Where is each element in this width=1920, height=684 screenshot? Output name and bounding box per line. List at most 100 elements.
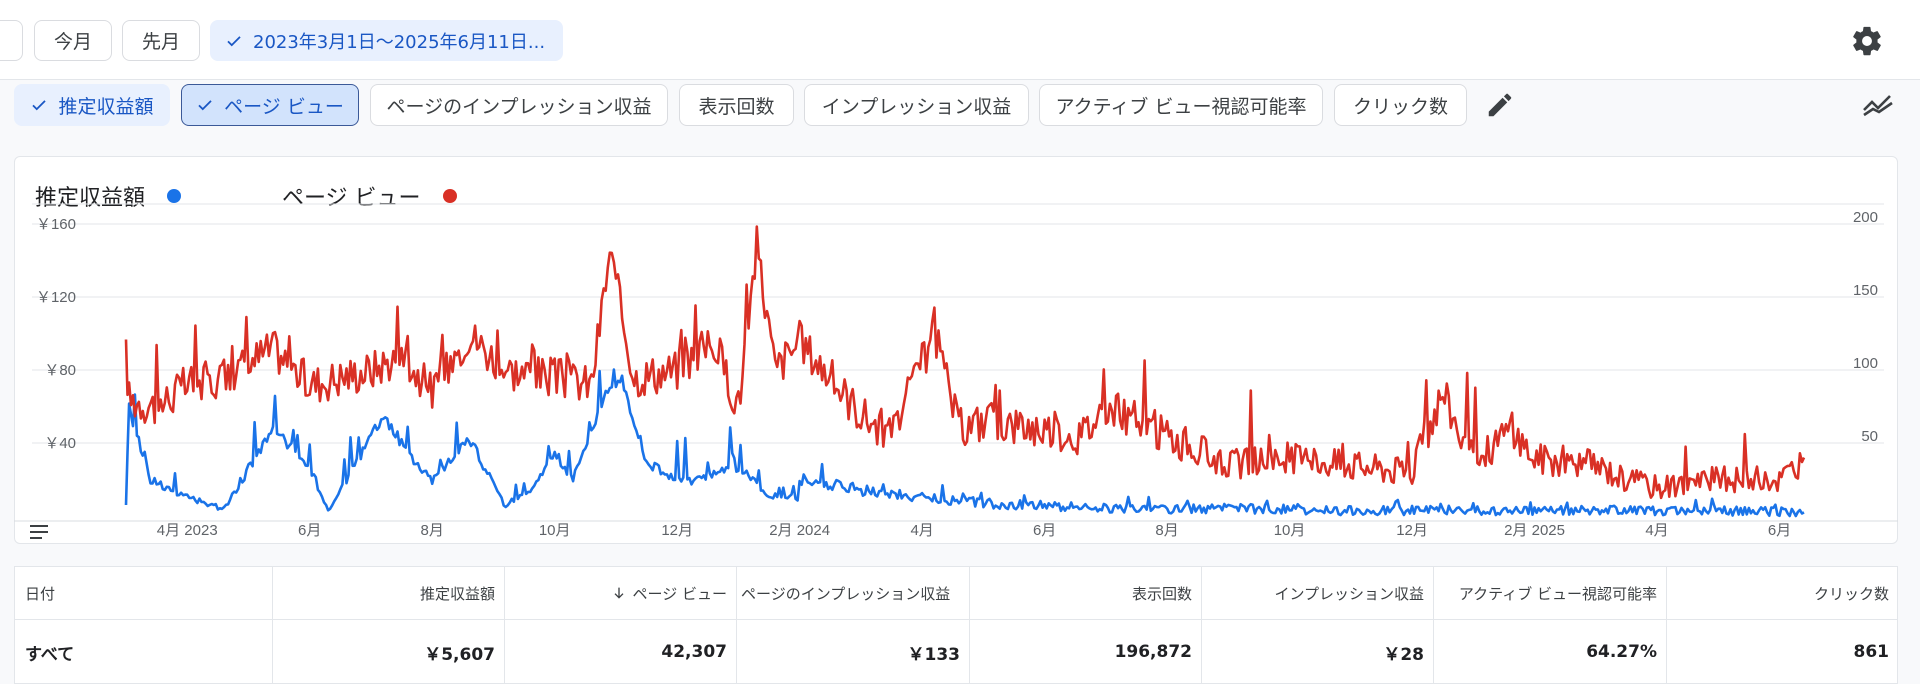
metric-chip-estimated-revenue[interactable]: 推定収益額 [14,84,170,126]
header-label: クリック数 [1813,584,1889,603]
check-icon [32,100,47,111]
check-icon [227,35,241,46]
x-tick-label: 12月 [661,522,693,539]
series-line-estimated-revenue [124,368,1805,518]
chip-label: クリック数 [1352,95,1448,118]
x-tick-label: 2月 2025 [1504,522,1565,539]
cell-value: ￥133 [907,644,961,665]
column-divider [1201,567,1202,684]
date-preset-last-month[interactable]: 先月 [122,20,200,61]
chip-label: ページのインプレッション収益 [386,95,652,118]
metric-chip-page-views[interactable]: ページ ビュー [181,84,359,126]
metric-chip-impressions[interactable]: 表示回数 [679,84,794,126]
pencil-icon[interactable] [1485,90,1515,120]
metric-chip-impression-revenue[interactable]: インプレッション収益 [804,84,1029,126]
metric-chip-page-impression-revenue[interactable]: ページのインプレッション収益 [370,84,668,126]
column-header-page-impression-revenue[interactable]: ページのインプレッション収益 [741,567,960,619]
x-tick-label: 6月 [1768,522,1791,539]
legend-page-views: ページ ビュー [282,180,457,212]
table-header-divider [15,619,1897,620]
y-left-tick-label: ￥120 [36,289,76,306]
column-header-impressions[interactable]: 表示回数 [974,567,1192,619]
chart-card [14,156,1898,544]
column-divider [969,567,970,684]
y-left-tick-label: ￥40 [44,435,76,452]
cell-value: 64.27% [1586,642,1657,662]
check-icon [198,100,212,111]
legend-label: 推定収益額 [35,186,146,211]
x-tick-label: 10月 [539,522,571,539]
header-label: アクティブ ビュー視認可能率 [1458,584,1657,603]
x-tick-label: 4月 [910,522,933,539]
column-header-impression-revenue[interactable]: インプレッション収益 [1206,567,1424,619]
total-row-label: すべて [25,620,265,684]
chip-label: 表示回数 [698,95,775,118]
cell-value: 196,872 [1114,642,1192,662]
arrow-down-icon [614,587,624,599]
trend-icon[interactable] [1862,92,1894,118]
x-tick-label: 4月 2023 [157,522,218,539]
header-label: ページのインプレッション収益 [741,584,951,603]
date-range-label: 2023年3月1日〜2025年6月11日... [253,31,546,53]
column-header-clicks[interactable]: クリック数 [1671,567,1889,619]
legend-estimated-revenue: 推定収益額 [35,180,182,212]
x-tick-label: 12月 [1396,522,1428,539]
total-impression-revenue: ￥28 [1206,620,1424,684]
chip-label: 推定収益額 [58,95,154,118]
total-active-view-viewability: 64.27% [1438,620,1657,684]
total-page-impression-revenue: ￥133 [741,620,961,684]
cell-value: ￥28 [1383,644,1424,665]
column-header-page-views[interactable]: ページ ビュー [509,567,727,619]
total-clicks: 861 [1671,620,1890,684]
date-preset-chip-partial[interactable] [0,20,23,61]
header-label: 推定収益額 [419,584,495,603]
y-right-tick-label: 200 [1853,209,1878,226]
column-header-active-view-viewability[interactable]: アクティブ ビュー視認可能率 [1438,567,1657,619]
column-divider [504,567,505,684]
y-left-tick-label: ￥80 [44,362,76,379]
x-tick-label: 6月 [1033,522,1056,539]
header-label: 日付 [25,584,56,603]
cell-value: 42,307 [661,642,727,662]
header-label: インプレッション収益 [1274,584,1424,603]
x-tick-label: 6月 [298,522,321,539]
chip-label: インプレッション収益 [821,95,1012,118]
cell-value: ￥5,607 [424,644,495,665]
chip-label: アクティブ ビュー視認可能率 [1055,95,1307,118]
cell-value: すべて [25,644,75,665]
chip-label: 今月 [53,31,92,53]
x-tick-label: 4月 [1645,522,1668,539]
chip-label: 先月 [141,31,180,53]
line-chart: ￥40 ￥80 ￥120 ￥160 50 100 150 200 4月 2023 6月 8月 10月 1… [14,203,1898,539]
y-left-tick-label: ￥160 [36,216,76,233]
metric-chip-clicks[interactable]: クリック数 [1334,84,1467,126]
column-divider [272,567,273,684]
column-header-date[interactable]: 日付 [25,567,265,619]
x-tick-label: 8月 [421,522,444,539]
cell-value: 861 [1853,642,1890,662]
legend-dot-blue [167,189,182,203]
x-tick-label: 8月 [1155,522,1178,539]
x-tick-label: 2月 2024 [769,522,830,539]
header-label: 表示回数 [1131,584,1192,603]
column-divider [1433,567,1434,684]
total-page-views: 42,307 [509,620,727,684]
date-range-bar: 今月 先月 2023年3月1日〜2025年6月11日... [0,0,1920,80]
metric-chip-active-view-viewability[interactable]: アクティブ ビュー視認可能率 [1039,84,1323,126]
y-right-tick-label: 100 [1853,355,1878,372]
series-line-page-views [124,225,1806,500]
legend-dot-red [442,189,457,203]
date-preset-this-month[interactable]: 今月 [34,20,112,61]
total-impressions: 196,872 [974,620,1192,684]
column-divider [736,567,737,684]
column-header-estimated-revenue[interactable]: 推定収益額 [277,567,495,619]
y-right-tick-label: 50 [1861,428,1878,445]
column-divider [1666,567,1667,684]
total-estimated-revenue: ￥5,607 [277,620,495,684]
gear-icon[interactable] [1850,24,1884,58]
date-range-chip[interactable]: 2023年3月1日〜2025年6月11日... [210,20,563,61]
x-tick-label: 10月 [1274,522,1306,539]
report-table: 日付 推定収益額 ページ ビュー ページのインプレッション収益 表示回数 インプ… [14,566,1898,684]
y-right-tick-label: 150 [1853,282,1878,299]
legend-label: ページ ビュー [282,186,421,211]
